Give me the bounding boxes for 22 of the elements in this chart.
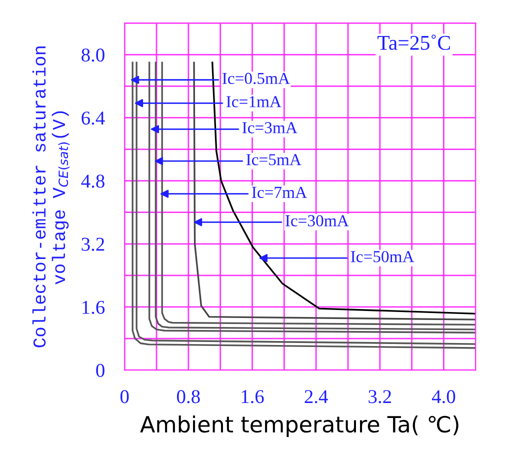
annotation: Ic=7mA <box>252 186 307 198</box>
y-tick-label: 1.6 <box>82 300 105 314</box>
y-tick-label: 8.0 <box>82 48 104 62</box>
y-tick-label: 4.8 <box>81 174 104 188</box>
y-axis-title: Collector-emitter saturation voltage V$_{CE(sat)}$(V) <box>32 46 70 348</box>
annotation: Ta=25˚C <box>378 34 450 50</box>
x-tick-label: 0 <box>120 390 129 404</box>
x-tick-label: 1.6 <box>242 390 264 404</box>
annotation: Ic=5mA <box>246 154 302 166</box>
annotation: Ic=1mA <box>226 96 282 108</box>
annotation: Ic=3mA <box>242 122 298 134</box>
annotation: Ic=30mA <box>285 215 349 226</box>
x-axis-title: Ambient temperature Ta( ℃) <box>140 415 458 437</box>
annotation: Ic=50mA <box>350 251 414 262</box>
y-tick-label: 6.4 <box>82 112 105 125</box>
y-tick-label: 0 <box>96 364 104 377</box>
annotation: Ic=0.5mA <box>222 72 290 84</box>
x-tick-label: 0.8 <box>177 390 200 404</box>
y-tick-label: 3.2 <box>82 238 104 251</box>
x-tick-label: 3.2 <box>368 390 391 404</box>
x-tick-label: 2.4 <box>304 390 328 404</box>
x-tick-label: 4.0 <box>432 390 456 404</box>
